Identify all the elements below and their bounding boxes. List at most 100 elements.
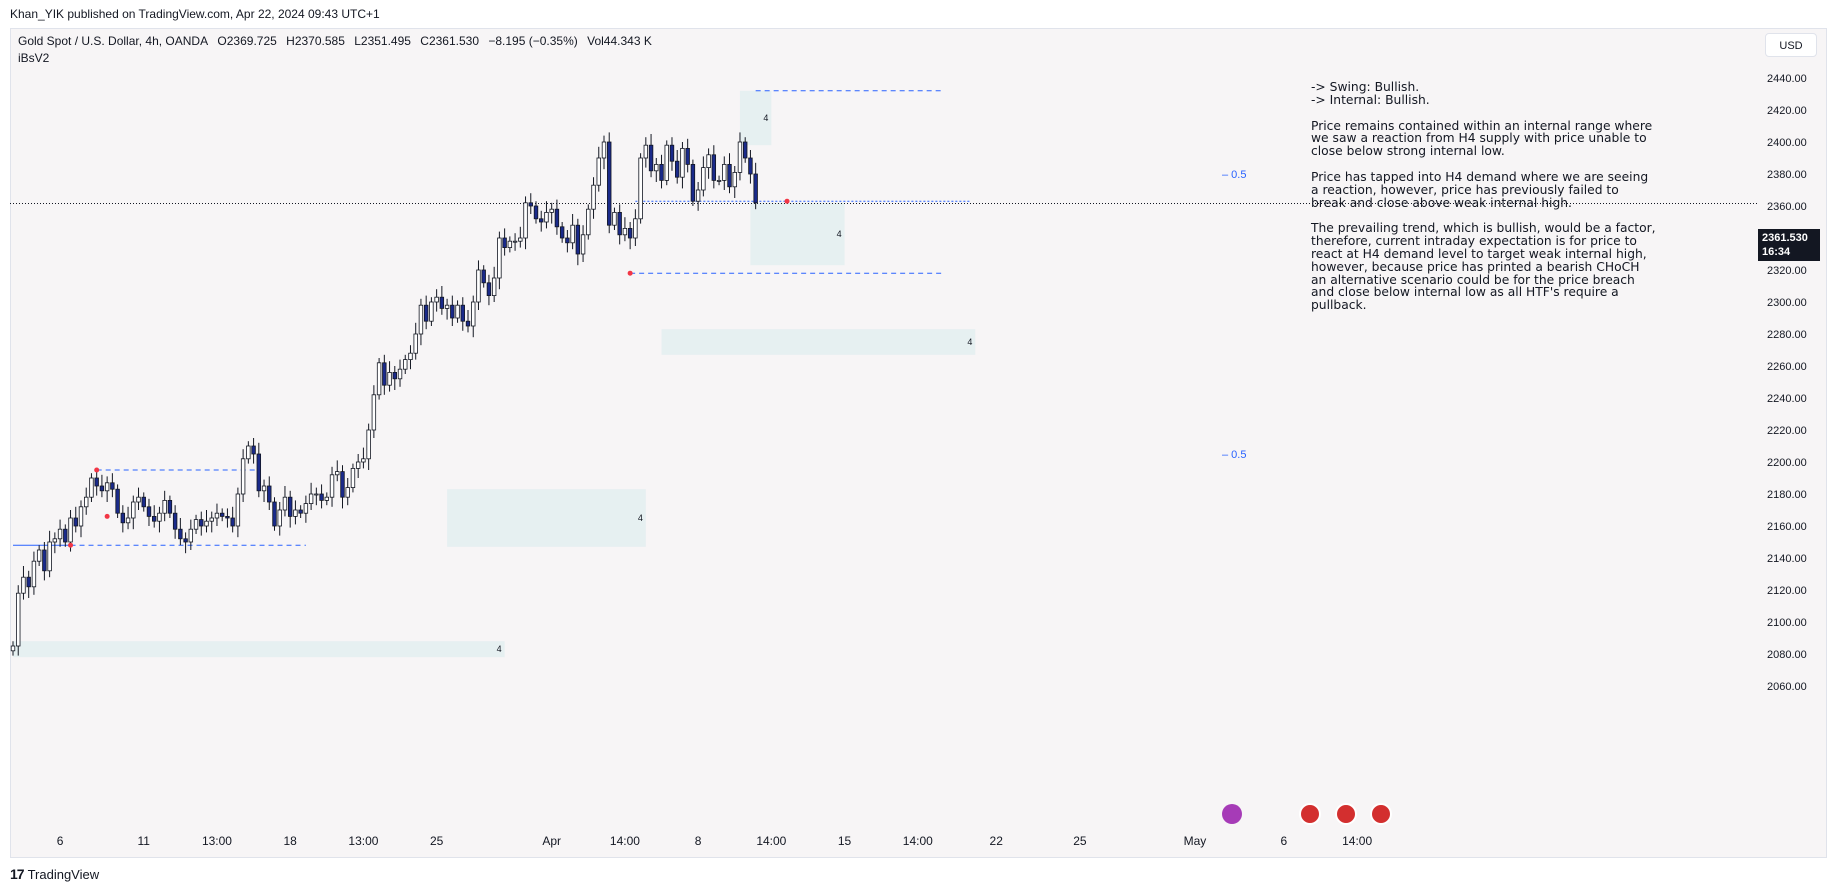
bullish-candle (512, 240, 518, 243)
us-economic-event-icon[interactable] (1370, 803, 1392, 825)
x-tick-label: Apr (542, 834, 561, 848)
bullish-candle (261, 485, 267, 492)
bearish-candle (486, 282, 492, 296)
bearish-candle (120, 512, 126, 524)
symbol-legend[interactable]: Gold Spot / U.S. Dollar, 4h, OANDA O2369… (18, 34, 658, 48)
tradingview-logo-icon: 17 (10, 866, 25, 882)
us-economic-event-icon[interactable] (1299, 803, 1321, 825)
y-tick-label: 2440.00 (1767, 73, 1807, 85)
bearish-candle (627, 227, 633, 239)
bullish-candle (371, 394, 377, 431)
bullish-candle (408, 352, 413, 361)
publisher-info: Khan_YIK published on TradingView.com, A… (10, 7, 380, 21)
bullish-candle (282, 496, 288, 511)
bullish-candle (131, 501, 136, 519)
bearish-candle (272, 501, 277, 527)
analysis-notes: -> Swing: Bullish. -> Internal: Bullish.… (1311, 81, 1656, 325)
bearish-candle (251, 445, 256, 455)
bearish-candle (146, 506, 152, 517)
bearish-candle (533, 205, 539, 220)
bullish-candle (491, 277, 497, 297)
bearish-candle (287, 496, 293, 517)
bullish-candle (387, 371, 392, 386)
y-tick-label: 2260.00 (1767, 361, 1807, 373)
bullish-candle (57, 528, 63, 540)
indicator-label[interactable]: iBsV2 (18, 51, 50, 65)
bullish-candle (36, 549, 42, 562)
chart-area[interactable] (10, 28, 1827, 858)
x-tick-label: 18 (284, 834, 298, 848)
bearish-candle (178, 528, 183, 540)
bullish-candle (622, 227, 628, 236)
supply-demand-zone (750, 202, 845, 266)
bullish-candle (544, 211, 549, 223)
current-price-value: 2361.530 (1762, 232, 1808, 244)
x-tick-label: May (1184, 834, 1207, 848)
us-economic-event-icon[interactable] (1335, 803, 1357, 825)
bullish-candle (136, 496, 141, 503)
lightning-event-icon[interactable] (1222, 804, 1242, 824)
x-tick-label: 6 (1281, 834, 1288, 848)
bullish-candle (596, 157, 601, 186)
bearish-candle (528, 202, 533, 207)
y-tick-label: 2060.00 (1767, 681, 1807, 693)
ohlc-low: L2351.495 (354, 34, 411, 48)
bearish-candle (298, 509, 303, 514)
pivot-marker (784, 198, 790, 204)
bullish-candle (507, 240, 513, 248)
bullish-candle (89, 477, 94, 498)
zone-timeframe-label: 4 (837, 229, 842, 239)
bearish-candle (73, 517, 78, 527)
bullish-candle (345, 487, 350, 498)
bearish-candle (711, 154, 717, 181)
bearish-candle (648, 144, 654, 172)
bearish-candle (382, 362, 387, 386)
note-swing: -> Swing: Bullish. (1311, 80, 1420, 94)
bearish-candle (63, 528, 68, 543)
bullish-candle (429, 301, 434, 322)
bullish-candle (240, 458, 246, 495)
bearish-candle (256, 453, 262, 492)
currency-button[interactable]: USD (1765, 33, 1817, 57)
y-tick-label: 2360.00 (1767, 201, 1807, 213)
y-tick-label: 2220.00 (1767, 425, 1807, 437)
bullish-candle (293, 509, 298, 517)
bearish-candle (539, 218, 544, 223)
bullish-candle (21, 576, 26, 594)
bullish-candle (434, 296, 439, 303)
bullish-candle (612, 211, 617, 226)
bullish-candle (335, 471, 340, 476)
bullish-candle (654, 163, 659, 172)
bullish-candle (193, 519, 199, 530)
bearish-candle (42, 549, 47, 572)
bearish-candle (690, 163, 696, 202)
note-paragraph-3: The prevailing trend, which is bullish, … (1311, 221, 1656, 313)
bullish-candle (125, 517, 131, 524)
bearish-candle (115, 488, 120, 514)
current-price-badge: 2361.530 16:34 (1758, 229, 1820, 261)
bearish-candle (94, 477, 99, 487)
bullish-candle (361, 458, 366, 463)
bullish-candle (277, 509, 282, 527)
zone-timeframe-label: 4 (638, 513, 643, 523)
y-tick-label: 2080.00 (1767, 649, 1807, 661)
tradingview-brand[interactable]: 17 TradingView (10, 866, 99, 882)
supply-demand-zone (13, 641, 505, 658)
bullish-candle (732, 171, 737, 188)
bullish-candle (204, 520, 209, 527)
x-tick-label: 8 (695, 834, 702, 848)
price-change: −8.195 (−0.35%) (488, 34, 578, 48)
bullish-candle (314, 493, 319, 496)
top-bar: Khan_YIK published on TradingView.com, A… (0, 0, 1835, 28)
x-tick-label: 14:00 (903, 834, 933, 848)
note-paragraph-1: Price remains contained within an intern… (1311, 118, 1653, 159)
bearish-candle (267, 485, 272, 503)
symbol-name[interactable]: Gold Spot / U.S. Dollar, 4h, OANDA (18, 34, 209, 48)
bullish-candle (329, 474, 335, 498)
bullish-candle (214, 512, 220, 519)
bullish-candle (308, 493, 314, 505)
bullish-candle (68, 517, 73, 543)
bullish-candle (664, 144, 669, 181)
bullish-candle (716, 179, 722, 182)
